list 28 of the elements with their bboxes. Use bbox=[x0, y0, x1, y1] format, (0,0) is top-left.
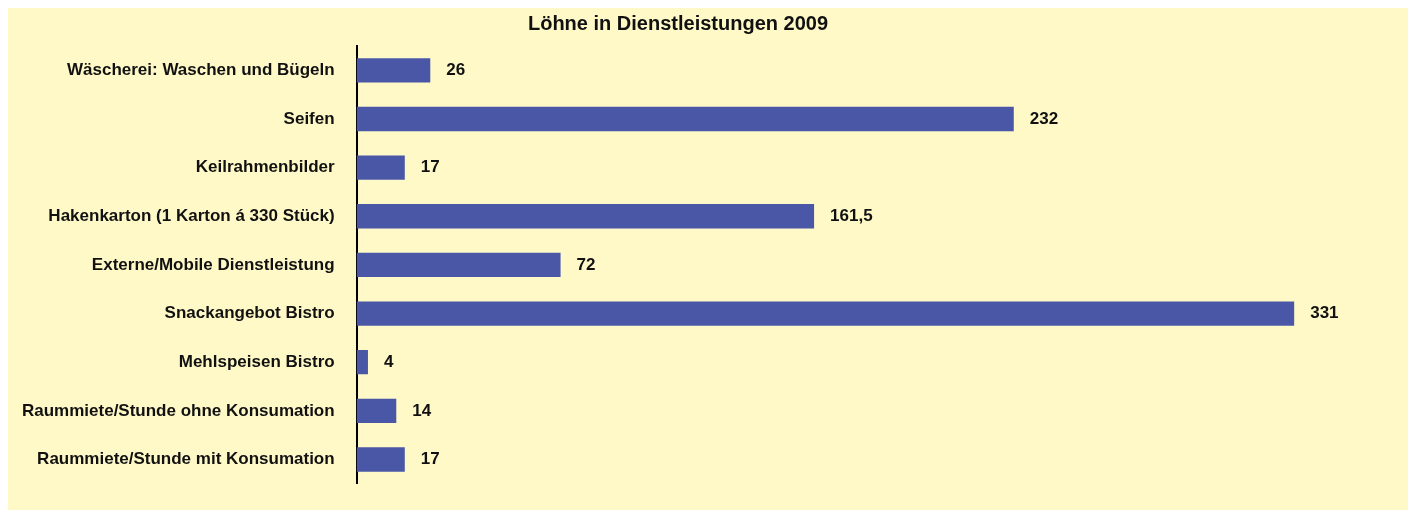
y-tick-label: Snackangebot Bistro bbox=[164, 303, 335, 323]
data-label: 17 bbox=[420, 449, 440, 469]
data-label: 17 bbox=[420, 157, 440, 177]
data-label: 4 bbox=[383, 351, 394, 371]
data-label: 26 bbox=[446, 60, 466, 80]
data-label: 72 bbox=[576, 254, 596, 274]
bar bbox=[356, 350, 368, 375]
bar bbox=[356, 155, 405, 180]
y-tick-label: Wäscherei: Waschen und Bügeln bbox=[66, 60, 335, 80]
bar bbox=[356, 204, 815, 229]
data-label: 161,5 bbox=[830, 205, 873, 225]
y-tick-label: Raummiete/Stunde mit Konsumation bbox=[37, 449, 335, 469]
bar bbox=[356, 301, 1295, 326]
y-tick-label: Externe/Mobile Dienstleistung bbox=[91, 254, 335, 274]
data-label: 232 bbox=[1029, 108, 1059, 128]
y-tick-label: Raummiete/Stunde ohne Konsumation bbox=[21, 400, 335, 420]
bar bbox=[356, 447, 405, 472]
y-tick-label: Keilrahmenbilder bbox=[195, 157, 336, 177]
bar bbox=[356, 252, 561, 278]
y-tick-label: Hakenkarton (1 Karton á 330 Stück) bbox=[48, 205, 335, 225]
y-tick-label: Seifen bbox=[283, 108, 335, 128]
bar bbox=[356, 398, 397, 423]
data-label: 331 bbox=[1310, 303, 1339, 323]
bar bbox=[356, 58, 431, 83]
y-tick-label: Mehlspeisen Bistro bbox=[178, 351, 335, 371]
chart-title: Löhne in Dienstleistungen 2009 bbox=[527, 11, 829, 34]
bar bbox=[356, 106, 1014, 132]
data-label: 14 bbox=[412, 400, 432, 420]
